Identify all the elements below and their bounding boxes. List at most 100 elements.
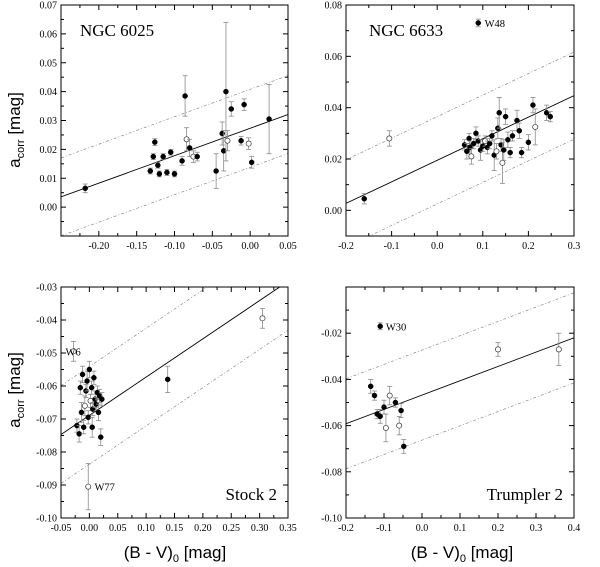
filled-marker <box>88 384 95 391</box>
panels: -0.20 -0.15 -0.10 -0.05 0.00 0.050.000.010.02… <box>36 1 580 535</box>
data-point <box>77 380 84 395</box>
data-point <box>85 463 92 511</box>
x-tick-label: -0.2 <box>338 523 354 534</box>
data-point <box>85 410 91 425</box>
lower-band-line <box>61 153 288 236</box>
filled-marker <box>392 399 399 406</box>
data-point <box>79 365 86 384</box>
open-marker <box>532 123 539 130</box>
panel-2: -0.2 -0.1 0.0 0.1 0.2 0.3 0.00 0.02 0.04 0.06 0.08… <box>325 1 581 253</box>
filled-marker <box>99 396 105 402</box>
fit-line <box>61 114 288 198</box>
filled-marker <box>76 431 82 437</box>
data-point <box>401 439 407 454</box>
panel-title: NGC 6025 <box>80 21 154 40</box>
data-point <box>470 138 477 150</box>
y-tick-label: -0.06 <box>321 421 342 432</box>
data-point <box>84 370 90 392</box>
filled-marker <box>241 101 247 108</box>
data-point <box>386 385 393 406</box>
data-point <box>493 143 500 160</box>
data-point <box>396 415 403 436</box>
filled-marker <box>97 434 104 440</box>
y-tick-label: -0.03 <box>36 283 57 294</box>
data-point <box>97 428 104 446</box>
x-tick-label: 0.05 <box>109 523 127 534</box>
data-point <box>245 137 252 150</box>
data-point <box>473 126 479 141</box>
ylabel-top: acorr [mag] <box>5 92 27 168</box>
data-point <box>502 108 509 125</box>
data-point <box>238 135 244 146</box>
y-tick-label: 0.02 <box>40 145 58 156</box>
filled-marker <box>489 133 495 139</box>
data-point <box>248 156 255 169</box>
filled-marker <box>466 135 472 142</box>
filled-marker <box>86 366 93 373</box>
filled-marker <box>361 196 367 202</box>
data-point <box>80 420 87 435</box>
y-tick-label: 0.02 <box>325 155 343 166</box>
y-tick-label: -0.07 <box>36 415 57 426</box>
data-point <box>89 416 95 438</box>
data-point <box>371 390 378 401</box>
filled-marker <box>525 139 532 146</box>
filled-marker <box>77 384 84 391</box>
filled-marker <box>171 171 178 177</box>
data-point <box>514 109 520 132</box>
lower-band-line <box>368 138 574 236</box>
data-point <box>95 403 102 422</box>
data-point <box>377 409 383 424</box>
y-tick-label: -0.08 <box>321 467 342 478</box>
x-tick-label: 0.15 <box>166 523 184 534</box>
data-point <box>147 167 154 175</box>
x-tick-label: 0.00 <box>81 523 99 534</box>
data-point <box>381 399 387 415</box>
xlabel-left: (B - V)0 [mag] <box>124 543 226 565</box>
open-marker <box>85 483 92 490</box>
data-point <box>507 147 513 159</box>
x-tick-label: 0.2 <box>492 523 505 534</box>
x-tick-label: 0.00 <box>241 241 259 252</box>
y-tick-label: -0.02 <box>321 329 342 340</box>
y-tick-label: -0.04 <box>36 316 57 327</box>
filled-marker <box>91 375 97 381</box>
data-point <box>501 139 507 161</box>
data-point <box>194 151 200 162</box>
fit-line <box>346 95 574 204</box>
data-point <box>156 170 163 178</box>
data-point <box>266 84 272 155</box>
fit-line <box>61 287 281 435</box>
x-tick-label: -0.20 <box>88 241 109 252</box>
x-tick-label: -0.1 <box>376 523 392 534</box>
y-tick-label: -0.08 <box>36 448 57 459</box>
data-point <box>361 193 367 205</box>
data-point <box>259 308 266 329</box>
data-point <box>509 130 516 142</box>
filled-marker <box>496 110 502 116</box>
x-tick-label: 0.0 <box>416 523 429 534</box>
data-point <box>392 397 399 408</box>
open-marker <box>81 402 88 409</box>
x-tick-label: -0.10 <box>164 241 185 252</box>
plot-area <box>61 287 288 511</box>
filled-marker <box>186 145 193 151</box>
y-tick-label: -0.06 <box>36 382 57 393</box>
filled-marker <box>547 113 554 120</box>
x-tick-label: 0.25 <box>223 523 241 534</box>
open-marker <box>382 424 389 431</box>
data-point <box>491 139 497 171</box>
data-point <box>150 153 157 160</box>
filled-marker <box>156 171 163 177</box>
y-tick-label: 0.06 <box>40 29 58 40</box>
filled-marker <box>164 169 170 176</box>
filled-marker <box>223 88 229 95</box>
open-marker <box>499 159 506 166</box>
y-tick-label: 0.04 <box>325 103 343 114</box>
panel-title: NGC 6633 <box>369 21 443 40</box>
data-point <box>152 138 158 147</box>
x-tick-label: 0.05 <box>279 241 297 252</box>
open-marker <box>259 315 266 322</box>
panel-4: -0.2 -0.1 0.0 0.1 0.2 0.3 0.4 -0.10 -0.08 -0.06 -0… <box>321 286 580 534</box>
